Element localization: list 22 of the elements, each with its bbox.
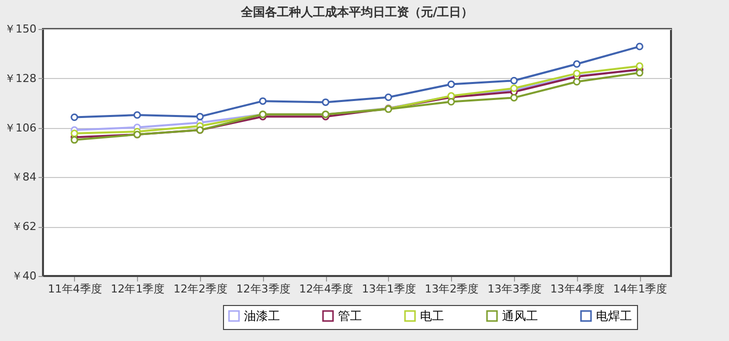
y-tick-label: ￥106: [4, 121, 36, 134]
legend-label: 通风工: [502, 309, 538, 323]
legend-label: 电焊工: [596, 309, 632, 323]
x-tick-label: 12年1季度: [110, 282, 165, 296]
y-tick-label: ￥150: [4, 22, 36, 36]
x-tick-label: 13年1季度: [362, 282, 416, 296]
x-tick-label: 14年1季度: [613, 282, 668, 296]
x-tick-label: 11年4季度: [48, 282, 102, 296]
y-tick-label: ￥84: [12, 170, 36, 184]
x-tick-label: 12年4季度: [299, 282, 354, 296]
chart-title: 全国各工种人工成本平均日工资（元/工日）: [240, 5, 474, 19]
legend-label: 油漆工: [244, 309, 280, 323]
legend-label: 管工: [338, 309, 362, 323]
y-tick-label: ￥62: [12, 220, 36, 234]
x-tick-label: 13年2季度: [424, 282, 479, 296]
y-tick-label: ￥128: [4, 72, 36, 85]
x-tick-label: 13年4季度: [550, 282, 604, 296]
x-tick-label: 12年2季度: [174, 282, 228, 296]
x-tick-label: 12年3季度: [236, 282, 290, 296]
x-tick-label: 13年3季度: [488, 282, 542, 296]
legend-label: 电工: [420, 309, 444, 323]
y-tick-label: ￥40: [12, 270, 36, 282]
